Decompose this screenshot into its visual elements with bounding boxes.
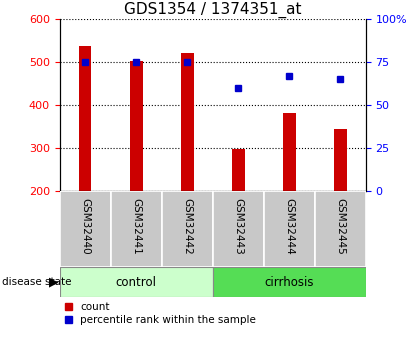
Text: GSM32445: GSM32445 [335, 198, 345, 254]
Text: cirrhosis: cirrhosis [265, 276, 314, 288]
Text: GSM32443: GSM32443 [233, 198, 243, 254]
Text: GSM32442: GSM32442 [182, 198, 192, 254]
Bar [264, 191, 315, 267]
Text: ▶: ▶ [48, 276, 58, 288]
Bar [60, 267, 213, 297]
Bar [213, 267, 366, 297]
Legend: count, percentile rank within the sample: count, percentile rank within the sample [65, 302, 256, 325]
Bar [232, 149, 245, 191]
Bar [162, 191, 213, 267]
Bar [60, 191, 111, 267]
Text: control: control [115, 276, 157, 288]
Text: GSM32441: GSM32441 [131, 198, 141, 254]
Bar [334, 129, 346, 191]
Bar [130, 61, 143, 191]
Text: GSM32444: GSM32444 [284, 198, 294, 254]
Bar [315, 191, 366, 267]
Text: disease state: disease state [2, 277, 72, 287]
Bar [111, 191, 162, 267]
Bar [283, 114, 296, 191]
Bar [181, 52, 194, 191]
Bar [79, 46, 92, 191]
Title: GDS1354 / 1374351_at: GDS1354 / 1374351_at [124, 1, 301, 18]
Text: GSM32440: GSM32440 [80, 198, 90, 254]
Bar [213, 191, 264, 267]
